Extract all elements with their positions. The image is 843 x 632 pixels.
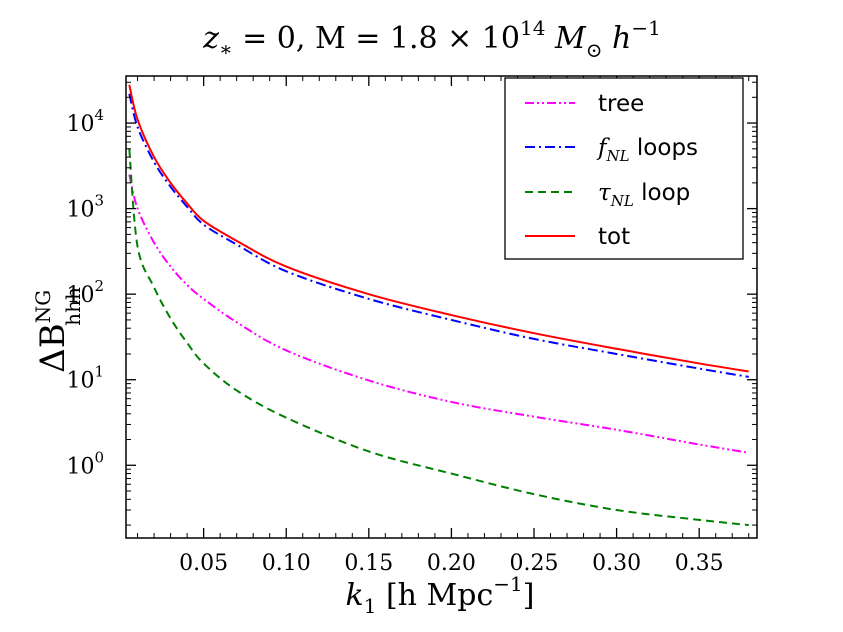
- y-axis-label: ΔBNG hhh: [31, 287, 85, 373]
- legend-label-tot: tot: [598, 224, 630, 250]
- x-tick-label: 0.25: [510, 551, 559, 576]
- series-line-tot: [128, 84, 749, 373]
- x-tick-label: 0.05: [179, 551, 228, 576]
- y-tick-label: 104: [66, 106, 104, 137]
- x-tick-label: 0.30: [592, 551, 641, 576]
- legend-label-fnl: fNL loops: [596, 135, 698, 165]
- series-line-fnl: [128, 93, 749, 378]
- y-tick-label: 102: [66, 277, 104, 308]
- y-tick-label: 103: [66, 192, 104, 223]
- y-tick-label: 101: [66, 363, 104, 394]
- legend-box: [504, 77, 744, 260]
- x-tick-label: 0.35: [675, 551, 724, 576]
- x-tick-label: 0.15: [344, 551, 393, 576]
- chart-title: z∗ = 0, M = 1.8 × 1014 M⊙ h−1: [202, 16, 661, 62]
- series-line-taunl: [128, 148, 749, 527]
- y-tick-label: 100: [66, 448, 104, 479]
- x-axis-label: k1 [h Mpc−1]: [346, 572, 535, 618]
- x-tick-label: 0.20: [427, 551, 476, 576]
- legend-label-taunl: τNL loop: [598, 180, 690, 210]
- axes-group: 0.05 0.10 0.15 0.20 0.25 0.30 0.35 100 101 102 103…: [66, 75, 758, 576]
- series-line-tree: [128, 174, 749, 454]
- legend: tree fNL loops τNL loop tot: [504, 77, 744, 260]
- legend-label-tree: tree: [598, 91, 644, 117]
- x-tick-label: 0.10: [262, 551, 311, 576]
- series-group: [128, 84, 749, 527]
